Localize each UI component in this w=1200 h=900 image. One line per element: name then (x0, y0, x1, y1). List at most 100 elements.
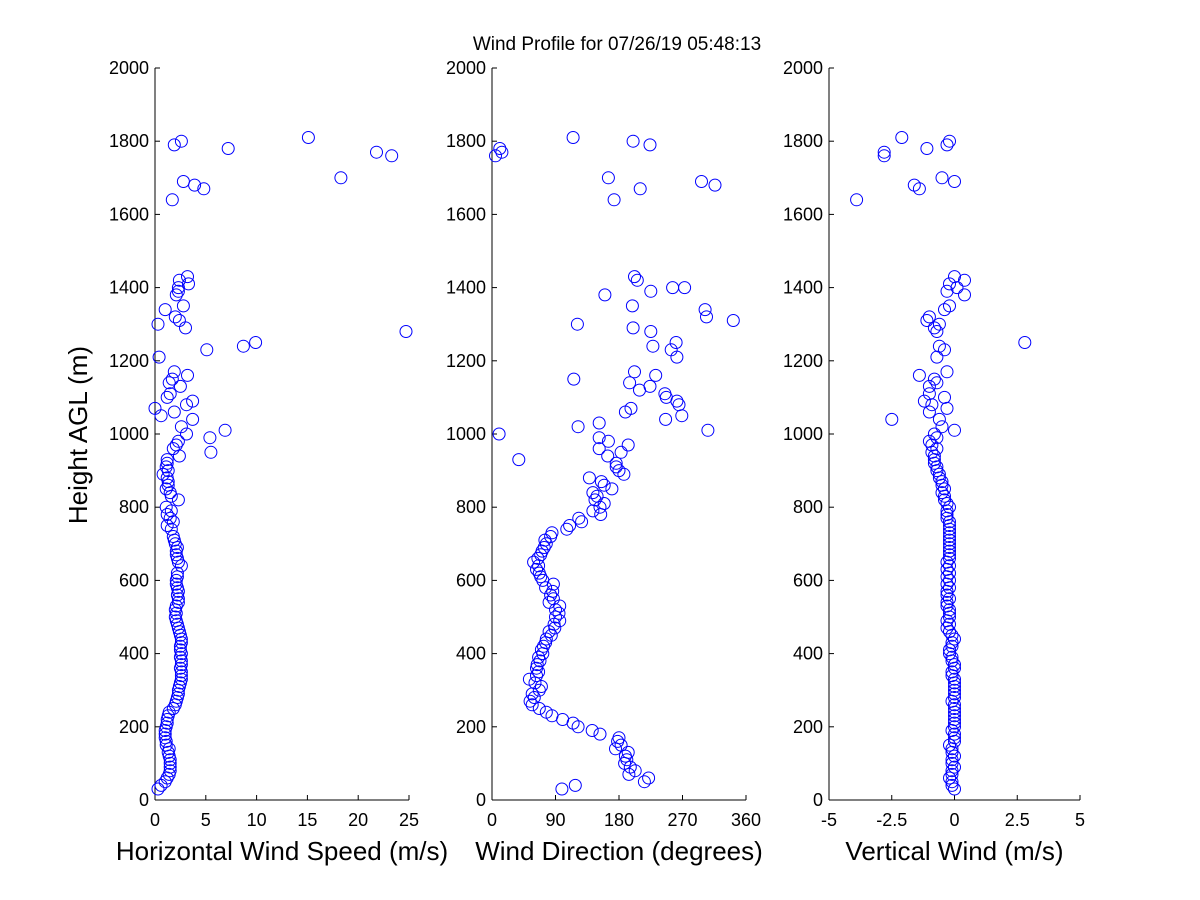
x-tick-label: 5 (1075, 810, 1085, 830)
data-point (945, 775, 959, 789)
data-point (708, 178, 722, 192)
data-point (158, 303, 172, 317)
data-point (385, 149, 399, 163)
data-point (646, 339, 660, 353)
data-point (948, 680, 961, 693)
data-point (958, 273, 971, 287)
data-point (940, 614, 954, 628)
data-point (1018, 336, 1032, 349)
y-tick-label: 2000 (109, 58, 149, 78)
data-point (940, 365, 954, 379)
data-point (726, 314, 740, 327)
y-tick-label: 1200 (109, 351, 149, 371)
data-point (927, 372, 941, 386)
data-point (530, 562, 543, 576)
data-point (932, 412, 946, 426)
data-point (930, 325, 944, 338)
data-point (575, 515, 589, 529)
panel-1: 0 200 400 600 800 1000 1200 1400 1600 1800 2000 0 5 1… (109, 58, 448, 866)
data-point (920, 314, 934, 327)
data-point (571, 720, 585, 734)
data-point (935, 171, 949, 185)
data-point (940, 401, 954, 415)
data-point (622, 767, 636, 781)
data-point (539, 705, 553, 719)
data-point (160, 456, 174, 470)
data-point (531, 551, 545, 565)
panel-3: 0 200 400 600 800 1000 1200 1400 1600 1800 2000 -5 -… (783, 58, 1085, 866)
data-point (170, 566, 184, 580)
data-point (950, 281, 964, 295)
data-point (922, 310, 936, 324)
data-point (945, 650, 959, 664)
data-point (943, 617, 956, 631)
data-point (943, 771, 956, 785)
data-point (532, 702, 546, 715)
y-tick-label: 1200 (446, 351, 486, 371)
data-point (948, 720, 961, 734)
data-point (179, 321, 192, 335)
data-point (166, 442, 180, 456)
x-axis-label: Vertical Wind (m/s) (845, 836, 1063, 866)
data-point (948, 687, 961, 701)
data-point (935, 475, 949, 489)
data-point (940, 595, 954, 609)
data-point (938, 493, 951, 507)
data-point (523, 694, 537, 708)
data-point (173, 643, 187, 657)
y-tick-label: 1200 (783, 351, 823, 371)
data-point (597, 478, 611, 492)
y-tick-label: 800 (119, 497, 149, 517)
data-point (675, 409, 689, 423)
data-point (940, 138, 954, 152)
data-point (181, 270, 194, 284)
data-point (664, 343, 678, 357)
panel-2: 0 200 400 600 800 1000 1200 1400 1600 1800 2000 0 90… (446, 58, 763, 866)
data-point (163, 760, 177, 774)
data-point (932, 339, 946, 353)
data-point (174, 420, 188, 434)
data-point (948, 727, 961, 741)
data-point (943, 500, 956, 514)
data-point (539, 581, 553, 595)
data-point (172, 449, 186, 463)
data-point (203, 431, 217, 445)
data-point (612, 731, 626, 745)
data-point (566, 131, 580, 144)
data-point (159, 738, 173, 752)
data-point (592, 431, 606, 445)
data-point (160, 453, 174, 467)
data-point (545, 526, 559, 540)
data-point (489, 149, 502, 163)
data-point (160, 390, 174, 404)
y-tick-label: 1000 (783, 424, 823, 444)
data-point (943, 134, 956, 148)
data-point (649, 368, 663, 382)
data-point (945, 756, 959, 770)
data-point (163, 486, 177, 500)
data-point (530, 658, 544, 672)
data-point (204, 445, 218, 459)
data-point (948, 734, 961, 748)
data-point (943, 530, 956, 543)
data-point (221, 142, 235, 155)
x-tick-label: 0 (487, 810, 497, 830)
data-point (164, 522, 178, 536)
data-point (609, 460, 623, 474)
y-axis-label: Height AGL (m) (63, 346, 93, 524)
data-point (943, 625, 956, 639)
data-point (940, 562, 954, 576)
data-point (948, 749, 961, 763)
data-point (938, 390, 951, 404)
data-point (171, 595, 185, 609)
data-point (522, 672, 536, 686)
data-point (626, 134, 640, 148)
data-point (943, 581, 956, 595)
data-point (176, 175, 190, 188)
data-point (930, 376, 944, 390)
y-tick-label: 800 (793, 497, 823, 517)
y-tick-label: 600 (119, 570, 149, 590)
data-point (549, 610, 562, 624)
data-point (167, 138, 181, 152)
